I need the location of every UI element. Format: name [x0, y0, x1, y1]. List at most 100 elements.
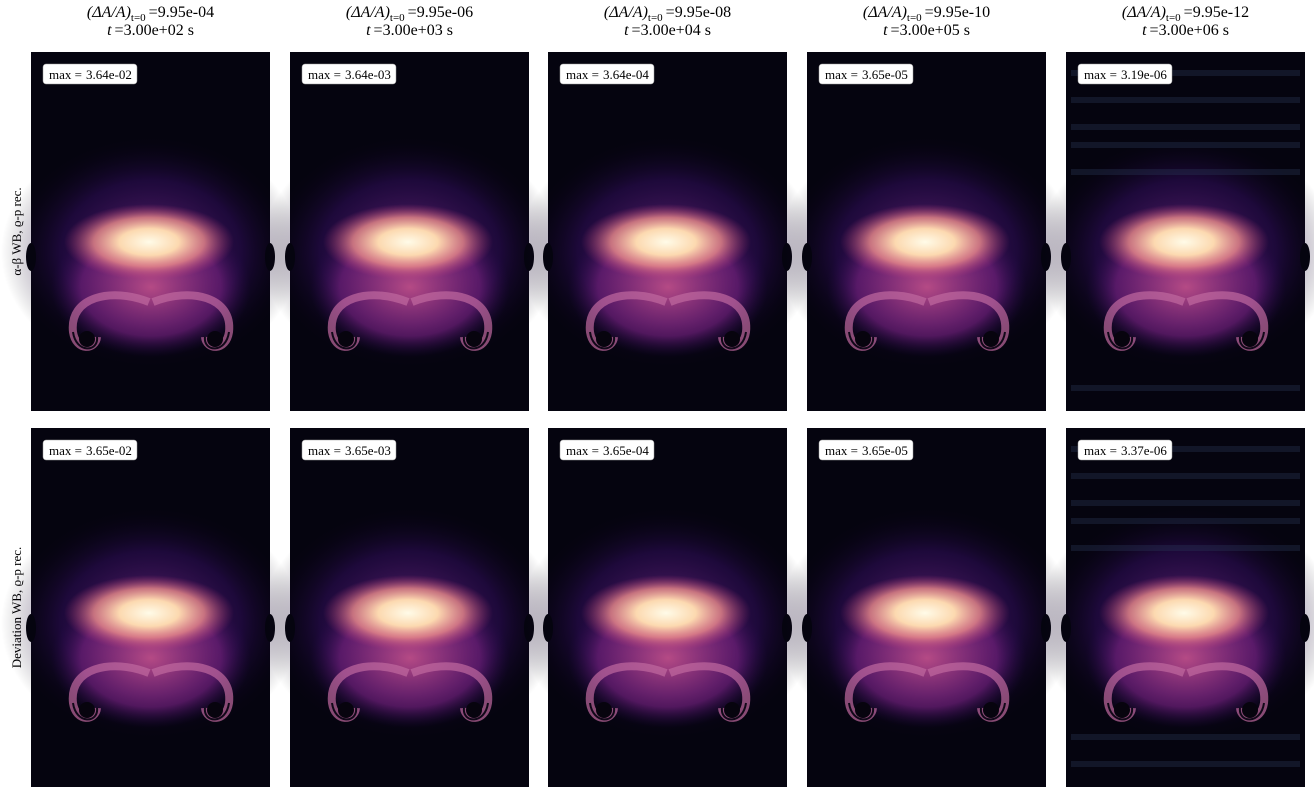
vortex	[338, 702, 354, 718]
equals: =	[149, 4, 158, 21]
time-unit: s	[1223, 22, 1229, 39]
curl-edge	[848, 331, 1006, 350]
max-value: 3.64e-04	[603, 67, 649, 82]
column-subtitle: t =3.00e+05 s	[883, 22, 970, 39]
curl-edge	[1107, 331, 1265, 350]
max-value: 3.65e-03	[345, 443, 391, 458]
subscript: t=0	[907, 12, 922, 24]
quantity: (ΔA/A)	[87, 4, 131, 21]
time-unit: s	[447, 22, 453, 39]
notch	[1061, 614, 1071, 642]
max-box	[301, 439, 397, 461]
max-prefix: max =	[1084, 67, 1117, 82]
max-label: max = 3.64e-03	[308, 67, 391, 82]
equals: =	[925, 4, 934, 21]
max-label: max = 3.64e-02	[49, 67, 132, 82]
subscript: t=0	[131, 12, 146, 24]
equals: =	[374, 22, 383, 39]
ratio: 9.95e-04	[158, 4, 214, 21]
notch	[285, 243, 295, 271]
vortex	[207, 331, 223, 347]
time-symbol: t	[883, 22, 888, 39]
curl-edge	[72, 702, 230, 721]
max-box	[1077, 439, 1173, 461]
quantity: (ΔA/A)	[346, 4, 390, 21]
column-subtitle: t =3.00e+04 s	[624, 22, 711, 39]
noise	[1071, 545, 1300, 551]
time: 3.00e+06	[1159, 22, 1219, 39]
core	[840, 204, 1010, 280]
vortex	[724, 331, 740, 347]
vortex	[1114, 331, 1130, 347]
column-subtitle: t =3.00e+03 s	[366, 22, 453, 39]
max-label: max = 3.65e-04	[566, 443, 649, 458]
notch	[543, 243, 553, 271]
noise	[1071, 473, 1300, 479]
notch	[26, 614, 36, 642]
max-prefix: max =	[49, 443, 82, 458]
time: 3.00e+05	[900, 22, 960, 39]
core	[64, 575, 234, 651]
subscript: t=0	[1166, 12, 1181, 24]
column-title: (ΔA/A)t=0 =9.95e-04	[87, 4, 214, 24]
vortex	[983, 702, 999, 718]
max-box	[1077, 63, 1173, 85]
max-value: 3.64e-03	[345, 67, 391, 82]
max-value: 3.65e-04	[603, 443, 649, 458]
max-prefix: max =	[825, 443, 858, 458]
noise	[1071, 70, 1300, 76]
panel: max = 3.64e-02	[1, 52, 301, 411]
core	[1099, 204, 1269, 280]
notch	[1300, 614, 1310, 642]
panel: max = 3.65e-05	[777, 52, 1077, 411]
max-label: max = 3.65e-05	[825, 67, 908, 82]
panel: max = 3.65e-03	[260, 428, 560, 787]
noise	[1071, 142, 1300, 148]
max-value: 3.65e-02	[86, 443, 132, 458]
max-box	[301, 63, 397, 85]
column-subtitle: t =3.00e+02 s	[107, 22, 194, 39]
vortex	[79, 331, 95, 347]
max-prefix: max =	[308, 67, 341, 82]
time-unit: s	[964, 22, 970, 39]
max-label: max = 3.65e-02	[49, 443, 132, 458]
quantity: (ΔA/A)	[604, 4, 648, 21]
quantity: (ΔA/A)	[863, 4, 907, 21]
vortex	[338, 331, 354, 347]
core	[581, 204, 751, 280]
vortex	[724, 702, 740, 718]
core	[1099, 575, 1269, 651]
column-title: (ΔA/A)t=0 =9.95e-08	[604, 4, 731, 24]
max-prefix: max =	[1084, 443, 1117, 458]
column-subtitle: t =3.00e+06 s	[1142, 22, 1229, 39]
panel: max = 3.65e-04	[518, 428, 818, 787]
vortex	[855, 702, 871, 718]
ratio: 9.95e-08	[675, 4, 731, 21]
noise	[1071, 124, 1300, 130]
core	[323, 204, 493, 280]
vortex	[1242, 702, 1258, 718]
max-prefix: max =	[49, 67, 82, 82]
max-label: max = 3.65e-03	[308, 443, 391, 458]
max-value: 3.37e-06	[1121, 443, 1167, 458]
vortex	[1242, 331, 1258, 347]
notch	[1061, 243, 1071, 271]
panel: max = 3.37e-06	[1036, 428, 1314, 787]
max-prefix: max =	[566, 443, 599, 458]
core	[581, 575, 751, 651]
max-value: 3.65e-05	[862, 443, 908, 458]
panel: max = 3.65e-05	[777, 428, 1077, 787]
max-box	[818, 63, 914, 85]
time-symbol: t	[366, 22, 371, 39]
vortex	[466, 702, 482, 718]
noise	[1071, 761, 1300, 767]
subscript: t=0	[390, 12, 405, 24]
ratio: 9.95e-06	[417, 4, 473, 21]
max-prefix: max =	[566, 67, 599, 82]
vortex	[983, 331, 999, 347]
core	[840, 575, 1010, 651]
ratio: 9.95e-10	[934, 4, 990, 21]
time-symbol: t	[107, 22, 112, 39]
max-prefix: max =	[308, 443, 341, 458]
equals: =	[632, 22, 641, 39]
